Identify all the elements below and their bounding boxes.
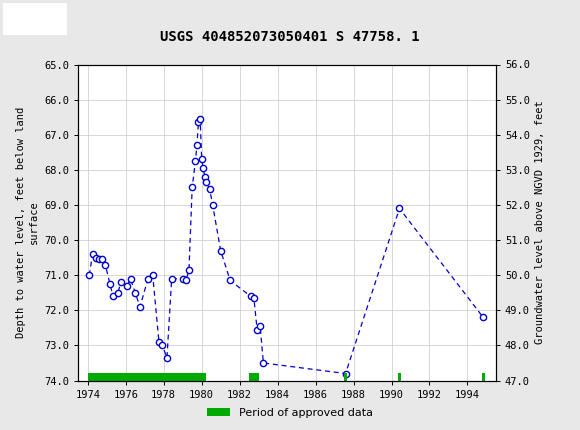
Legend: Period of approved data: Period of approved data (203, 403, 377, 422)
Bar (249, 373, 259, 381)
Text: USGS 404852073050401 S 47758. 1: USGS 404852073050401 S 47758. 1 (160, 30, 420, 43)
Y-axis label: Depth to water level, feet below land
surface: Depth to water level, feet below land su… (16, 107, 39, 338)
Bar (481, 373, 485, 381)
FancyBboxPatch shape (3, 3, 67, 35)
Text: ▒USGS: ▒USGS (3, 10, 49, 28)
Bar (344, 373, 347, 381)
Y-axis label: Groundwater level above NGVD 1929, feet: Groundwater level above NGVD 1929, feet (535, 101, 545, 344)
Bar (398, 373, 401, 381)
Bar (88, 373, 206, 381)
